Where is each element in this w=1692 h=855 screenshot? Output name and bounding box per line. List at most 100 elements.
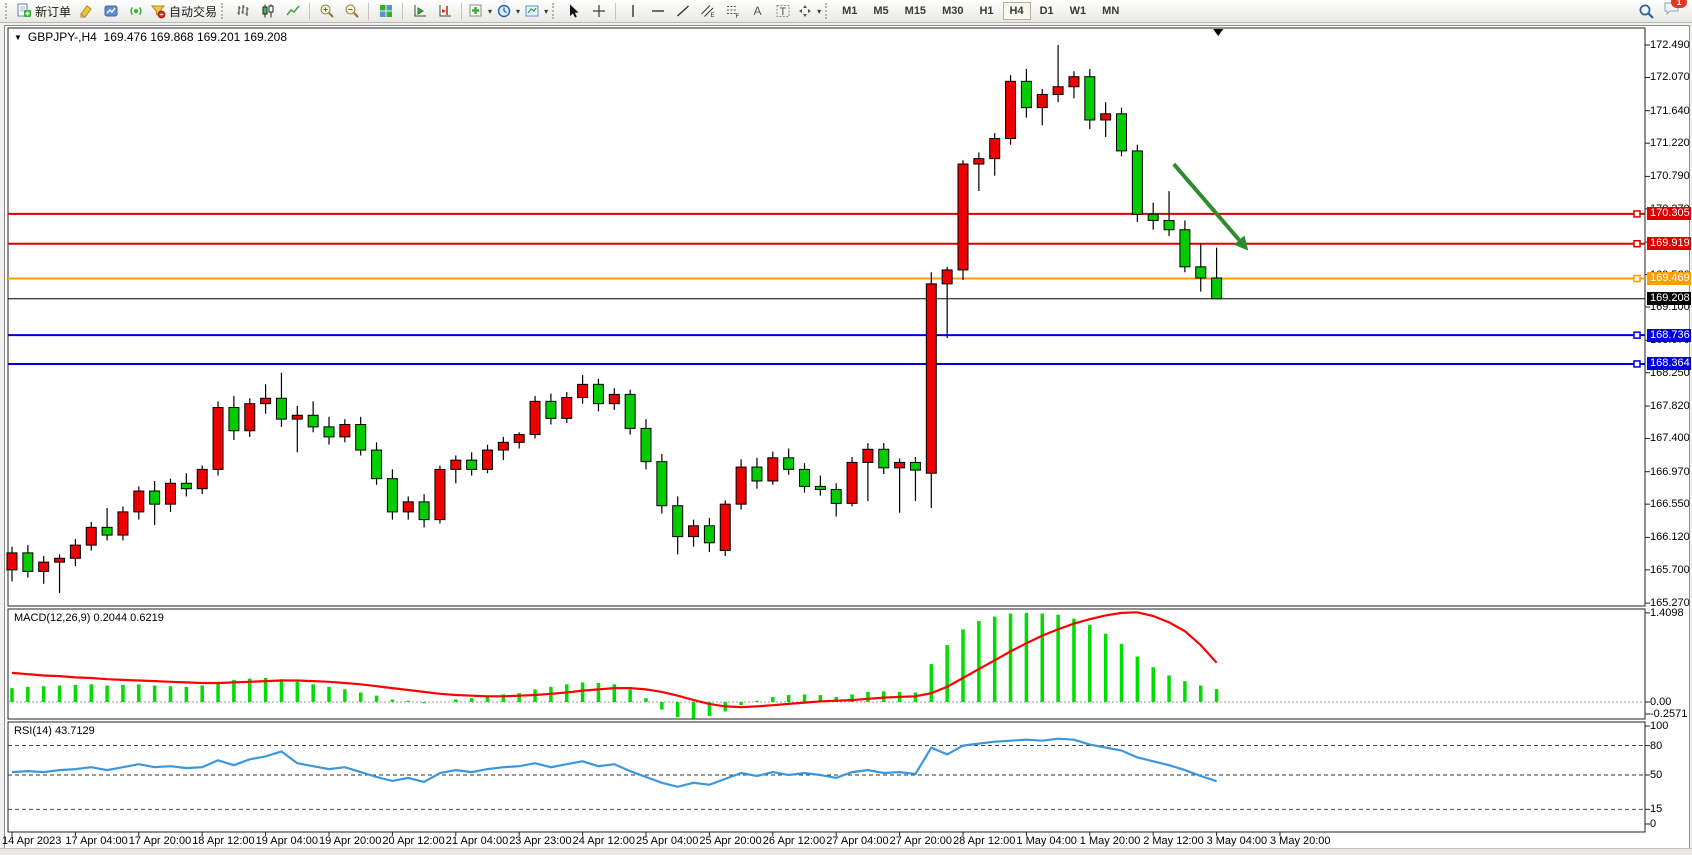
horizontal-line-icon: [651, 10, 664, 12]
horizontal-line-button[interactable]: [645, 1, 670, 21]
trendline-button[interactable]: [670, 1, 695, 21]
zoom-in-button[interactable]: [314, 1, 339, 21]
toolbar-grip[interactable]: [221, 3, 226, 19]
channel-button[interactable]: E: [695, 1, 720, 21]
svg-text:T: T: [779, 6, 786, 18]
new-order-button[interactable]: 新订单: [14, 1, 73, 21]
price-tick-label: 165.700: [1650, 563, 1690, 576]
tf-m30[interactable]: M30: [942, 5, 964, 17]
hline-price-label: 169.919: [1647, 237, 1691, 251]
indicators-button[interactable]: ▾: [466, 1, 494, 21]
toolbar-separator: [461, 2, 463, 20]
text-button[interactable]: A: [745, 1, 770, 21]
time-tick-label: 17 Apr 04:00: [65, 835, 128, 847]
chart-window[interactable]: [4, 25, 1690, 849]
templates-button[interactable]: ▾: [522, 1, 550, 21]
symbol-dropdown-icon[interactable]: ▼: [14, 33, 22, 42]
chart-title: ▼ GBPJPY-,H4 169.476 169.868 169.201 169.…: [14, 30, 287, 44]
templates-icon: [525, 5, 539, 17]
auto-scroll-icon: [414, 5, 426, 17]
tf-w1[interactable]: W1: [1069, 5, 1087, 17]
time-tick-label: 28 Apr 12:00: [953, 835, 1016, 847]
vertical-line-button[interactable]: [620, 1, 645, 21]
line-chart-button[interactable]: [280, 1, 305, 21]
time-tick-label: 1 May 04:00: [1016, 835, 1077, 847]
toolbar-grip[interactable]: [5, 3, 10, 19]
hline-price-label: 168.736: [1647, 328, 1691, 342]
time-tick-label: 27 Apr 20:00: [889, 835, 952, 847]
svg-text:A: A: [753, 4, 761, 18]
price-tick-label: 166.970: [1650, 465, 1690, 478]
notifications-button[interactable]: 1: [1663, 0, 1687, 22]
tf-m15[interactable]: M15: [904, 5, 927, 17]
periods-button[interactable]: ▾: [494, 1, 522, 21]
rsi-tick-label: 15: [1650, 803, 1663, 816]
trendline-icon: [676, 5, 689, 17]
time-tick-label: 18 Apr 12:00: [192, 835, 255, 847]
shapes-button[interactable]: ▾: [795, 1, 823, 21]
tf-h1[interactable]: H1: [979, 5, 994, 17]
autotrading-label: 自动交易: [169, 4, 218, 19]
rsi-tick-label: 80: [1650, 739, 1663, 752]
chart-symbol: GBPJPY-,H4: [27, 30, 97, 44]
text-label-button[interactable]: T: [770, 1, 795, 21]
bar-chart-button[interactable]: [230, 1, 255, 21]
candlestick-button[interactable]: [255, 1, 280, 21]
price-tick-label: 170.790: [1650, 170, 1690, 183]
text-label-icon: T: [776, 5, 790, 18]
time-tick-label: 3 May 20:00: [1270, 835, 1331, 847]
market-watch-button[interactable]: [98, 1, 123, 21]
tf-m5[interactable]: M5: [873, 5, 889, 17]
time-tick-label: 2 May 12:00: [1143, 835, 1204, 847]
time-tick-label: 24 Apr 12:00: [572, 835, 635, 847]
price-tick-label: 166.550: [1650, 498, 1690, 511]
toolbar-grip[interactable]: [552, 3, 557, 19]
crosshair-button[interactable]: [586, 1, 611, 21]
time-tick-label: 3 May 04:00: [1206, 835, 1268, 847]
fibonacci-button[interactable]: F: [720, 1, 745, 21]
auto-scroll-button[interactable]: [407, 1, 432, 21]
autotrading-button[interactable]: 自动交易: [148, 1, 219, 21]
zoom-out-icon: [345, 4, 359, 18]
svg-text:F: F: [735, 14, 739, 19]
price-tick-label: 166.120: [1650, 531, 1690, 544]
zoom-out-button[interactable]: [339, 1, 364, 21]
toolbar-grip[interactable]: [825, 3, 830, 19]
time-tick-label: 14 Apr 2023: [2, 835, 62, 847]
macd-label: MACD(12,26,9) 0.2044 0.6219: [14, 612, 164, 624]
tile-windows-button[interactable]: [373, 1, 398, 21]
status-bar: [0, 848, 1692, 855]
toolbar-separator: [615, 2, 617, 20]
indicators-icon: [469, 4, 482, 17]
price-tick-label: 165.270: [1650, 597, 1690, 610]
rsi-tick-label: 100: [1650, 720, 1669, 732]
time-tick-label: 23 Apr 23:00: [509, 835, 572, 847]
tf-m1[interactable]: M1: [842, 5, 858, 17]
autotrading-icon: [150, 5, 166, 19]
time-tick-label: 21 Apr 04:00: [445, 835, 509, 847]
line-chart-icon: [285, 5, 300, 16]
price-tick-label: 167.400: [1650, 432, 1690, 445]
signals-button[interactable]: [123, 1, 148, 21]
vertical-line-icon: [631, 5, 634, 17]
time-tick-label: 17 Apr 20:00: [128, 835, 192, 847]
cursor-button[interactable]: [561, 1, 586, 21]
time-tick-label: 19 Apr 04:00: [255, 835, 318, 847]
hline-price-label: 170.305: [1647, 207, 1691, 221]
search-icon[interactable]: [1638, 3, 1655, 20]
market-watch-icon: [104, 5, 118, 17]
toolbar-separator: [309, 2, 311, 20]
chevron-down-icon: ▾: [516, 6, 521, 16]
signals-icon: [129, 7, 142, 15]
macd-tick-label: 0.00: [1650, 696, 1672, 708]
tf-mn[interactable]: MN: [1102, 5, 1120, 17]
chart-shift-button[interactable]: [432, 1, 457, 21]
tf-d1[interactable]: D1: [1039, 5, 1054, 17]
crosshair-icon: [592, 5, 605, 17]
time-tick-label: 20 Apr 12:00: [382, 835, 445, 847]
tf-h4[interactable]: H4: [1002, 2, 1031, 20]
text-icon: A: [753, 4, 761, 18]
time-tick-label: 27 Apr 04:00: [826, 835, 889, 847]
macd-tick-label: 1.4098: [1650, 606, 1684, 619]
metaeditor-button[interactable]: [73, 1, 98, 21]
